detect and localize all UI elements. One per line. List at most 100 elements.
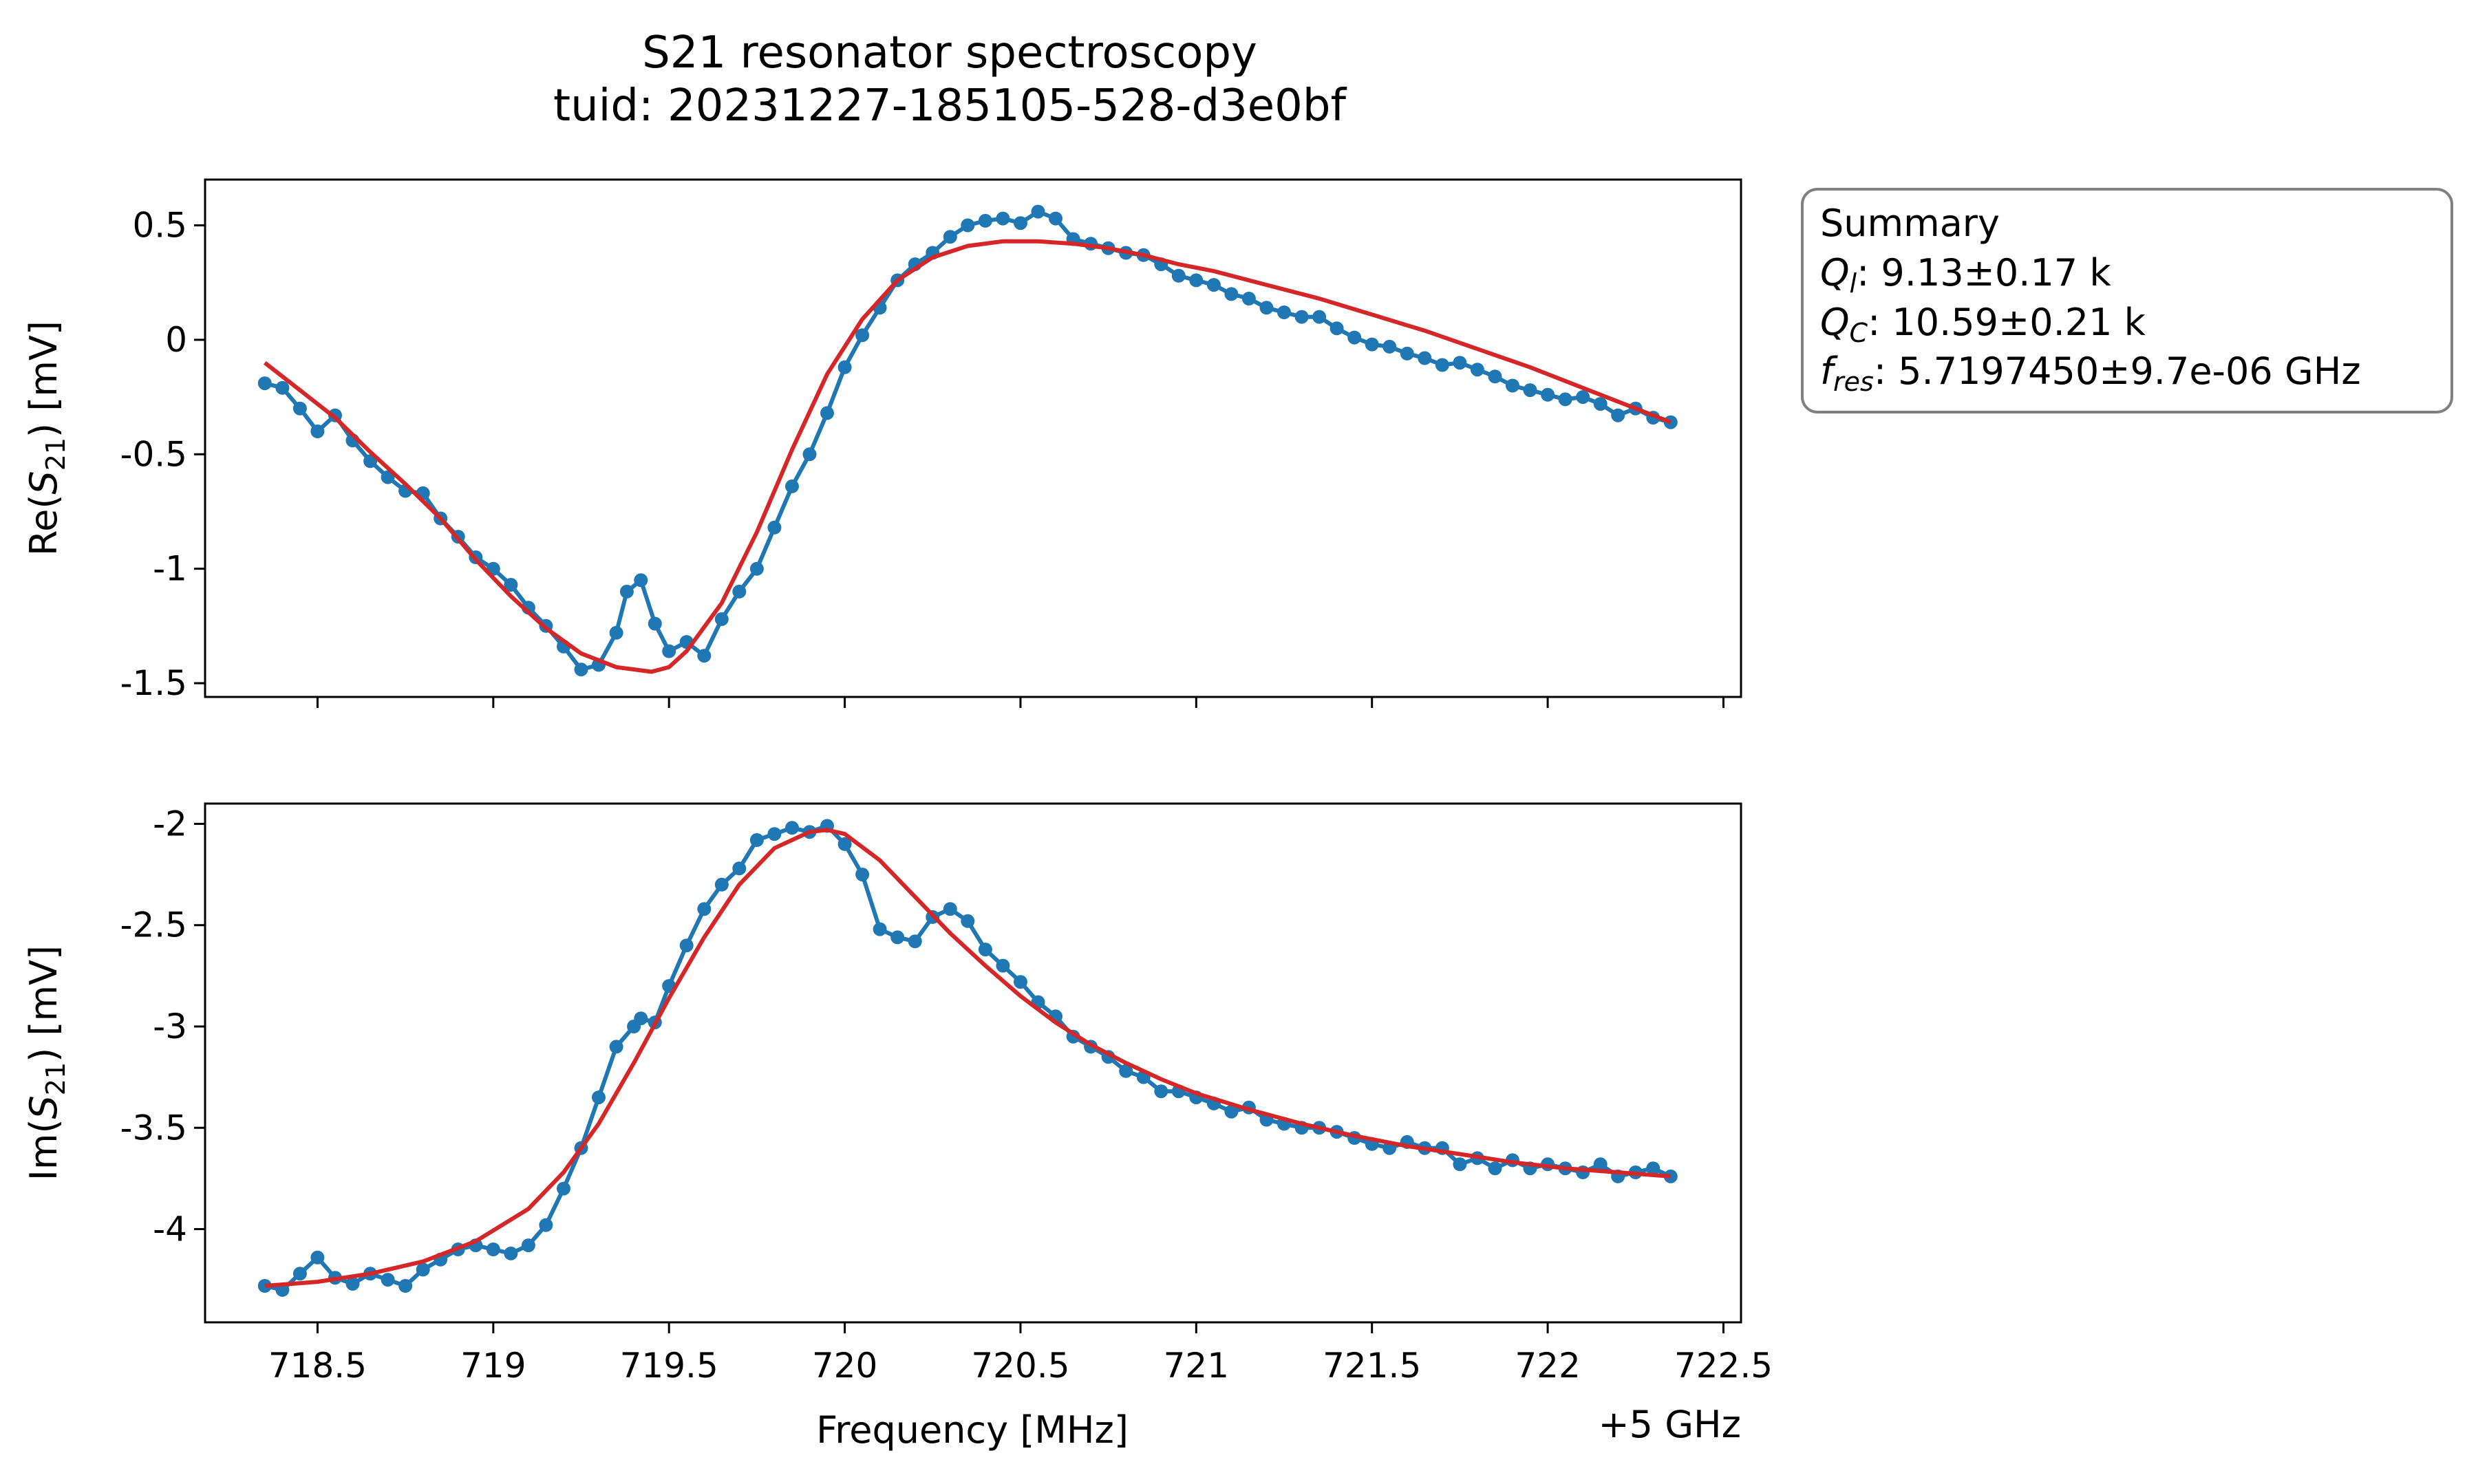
- im-data-point: [1453, 1157, 1467, 1172]
- re-data-point: [574, 663, 588, 677]
- re-data-point: [1031, 204, 1045, 219]
- re-data-point: [1277, 305, 1291, 319]
- figure-title-line1: S21 resonator spectroscopy: [642, 28, 1257, 78]
- re-data-point: [504, 578, 518, 592]
- im-data-point: [1014, 975, 1027, 989]
- re-data-point: [1049, 211, 1062, 226]
- im-ytick-label: -3.5: [120, 1108, 187, 1148]
- im-data-point: [521, 1238, 535, 1253]
- summary-fres: fres: 5.7197450±9.7e-06 GHz: [1820, 350, 2361, 397]
- im-data-point: [592, 1090, 606, 1105]
- im-s21-axes: -2 -2.5 -3 -3.5 -4 718.5 719 719.5 720 720.5 721 72…: [22, 802, 1773, 1452]
- re-data-point: [1576, 390, 1590, 405]
- im-data-point: [609, 1040, 623, 1054]
- im-data-point: [961, 914, 975, 928]
- im-ytick-label: -4: [153, 1209, 187, 1249]
- im-data-point: [978, 943, 992, 957]
- im-xtick-label: 721: [1164, 1346, 1229, 1386]
- re-data-point: [662, 644, 676, 658]
- im-data-point: [398, 1279, 413, 1293]
- re-data-point: [714, 612, 729, 626]
- re-data-point: [1488, 369, 1502, 384]
- im-xtick-label: 719: [460, 1346, 526, 1386]
- re-data-point: [1470, 363, 1484, 377]
- re-ytick-label: -1.5: [120, 663, 187, 703]
- im-data-point: [855, 868, 870, 882]
- im-data-point: [749, 833, 764, 847]
- im-xtick-label: 718.5: [268, 1346, 367, 1386]
- re-data-point: [1206, 278, 1221, 292]
- im-data-point: [504, 1246, 518, 1260]
- re-data-point: [619, 584, 634, 599]
- re-data-point: [257, 376, 272, 391]
- re-data-point: [609, 625, 623, 640]
- im-data-point: [697, 902, 712, 916]
- im-data-point: [1488, 1161, 1502, 1176]
- re-data-point: [820, 406, 834, 420]
- im-data-point: [416, 1262, 430, 1277]
- re-ytick-label: 0: [165, 320, 187, 360]
- im-axes-frame: [204, 802, 1742, 1324]
- summary-legend-box: Summary Ql: 9.13±0.17 k QC: 10.59±0.21 k…: [1801, 188, 2453, 413]
- im-data-point: [785, 821, 799, 835]
- re-data-point: [1541, 387, 1555, 402]
- re-data-point: [292, 401, 307, 416]
- re-data-point: [996, 211, 1010, 226]
- re-data-point: [1453, 356, 1467, 370]
- summary-qc: QC: 10.59±0.21 k: [1820, 301, 2146, 348]
- im-tick-group: -2 -2.5 -3 -3.5 -4 718.5 719 719.5 720 720.5 721 72…: [120, 804, 1773, 1386]
- re-data-point: [1259, 301, 1274, 315]
- re-ytick-label: 0.5: [132, 206, 187, 246]
- re-data-point: [1611, 408, 1625, 422]
- re-data-point: [943, 230, 957, 244]
- im-data-point: [943, 902, 957, 916]
- im-ytick-label: -2.5: [120, 905, 187, 945]
- re-data-point: [1347, 330, 1362, 345]
- re-data-point: [1435, 358, 1449, 372]
- im-data-point: [767, 827, 782, 841]
- re-ytick-label: -0.5: [120, 434, 187, 474]
- re-data-point: [785, 479, 799, 493]
- im-xtick-label: 719.5: [620, 1346, 718, 1386]
- re-data-point: [1171, 268, 1186, 283]
- im-ylabel: Im(S21) [mV]: [22, 945, 71, 1181]
- im-xtick-label: 720: [812, 1346, 877, 1386]
- re-data-point: [1506, 378, 1519, 393]
- im-data-point: [1119, 1064, 1133, 1078]
- re-data-point: [767, 520, 782, 535]
- re-tick-group: 0.5 0 -0.5 -1 -1.5: [120, 206, 1724, 708]
- re-data-point: [1558, 392, 1572, 407]
- re-ytick-label: -1: [153, 549, 187, 589]
- im-data-point: [908, 934, 922, 949]
- im-data-point: [1224, 1104, 1239, 1119]
- figure-title-line2: tuid: 20231227-185105-528-d3e0bf: [553, 80, 1347, 131]
- re-data-point: [749, 561, 764, 576]
- re-data-point: [1329, 321, 1344, 336]
- re-data-point: [732, 584, 747, 599]
- im-data-point: [1593, 1157, 1608, 1172]
- im-data-point: [1154, 1084, 1168, 1099]
- re-data-point: [1189, 273, 1204, 288]
- im-data-point: [890, 930, 905, 945]
- im-data-point: [873, 922, 887, 936]
- im-data-point: [292, 1267, 307, 1281]
- re-axes-frame: [204, 178, 1742, 698]
- im-data-point: [557, 1181, 570, 1196]
- re-data-point: [1294, 310, 1309, 324]
- im-xtick-label: 720.5: [971, 1346, 1069, 1386]
- re-data-point: [1523, 383, 1537, 398]
- re-data-point: [275, 380, 290, 395]
- x-axis-label: Frequency [MHz]: [816, 1408, 1129, 1452]
- re-data-point: [802, 447, 817, 462]
- re-data-point: [648, 616, 662, 631]
- re-data-point: [837, 360, 852, 374]
- im-data-point: [837, 837, 852, 851]
- re-data-point: [1593, 397, 1608, 411]
- re-data-point: [1400, 346, 1414, 361]
- im-data-point: [345, 1277, 360, 1291]
- im-data-point: [996, 958, 1010, 973]
- im-data-point: [679, 938, 694, 953]
- summary-heading: Summary: [1820, 202, 2000, 245]
- im-data-point: [732, 861, 747, 876]
